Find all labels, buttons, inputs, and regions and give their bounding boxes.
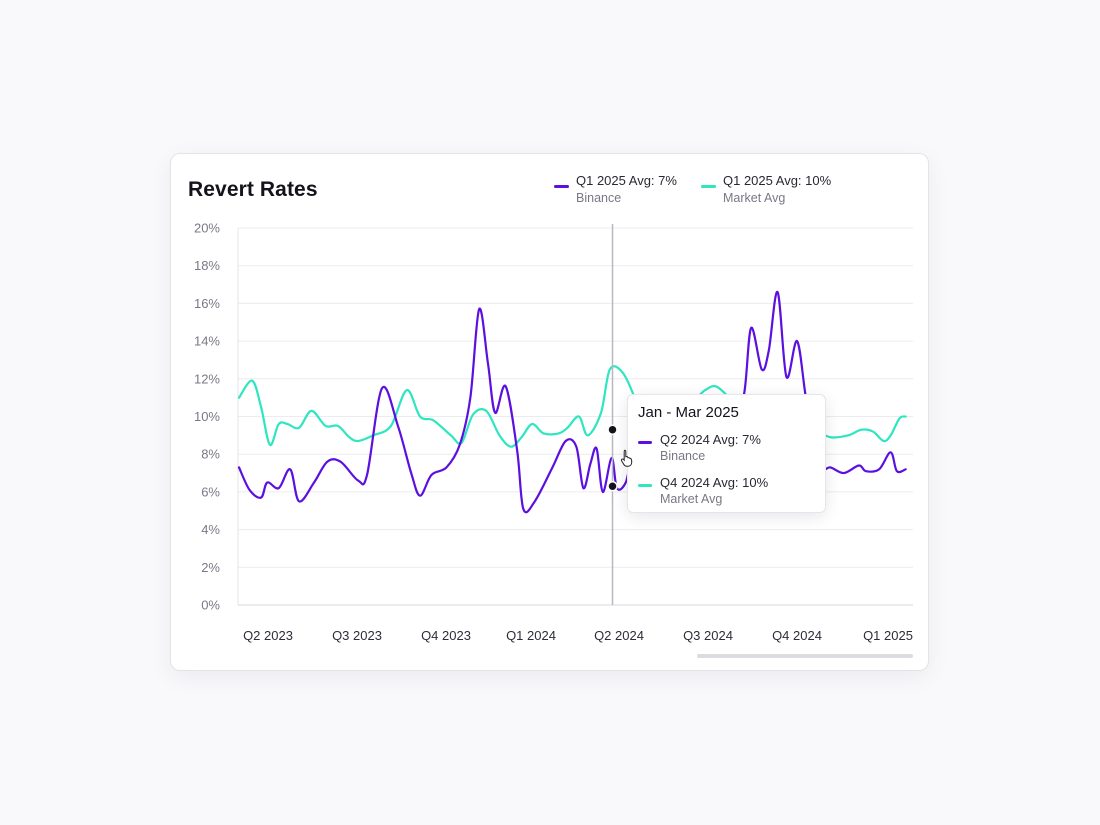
hover-tooltip: Jan - Mar 2025 Q2 2024 Avg: 7% Binance Q… <box>627 394 826 513</box>
legend-binance-avg: Q1 2025 Avg: 7% <box>576 173 677 188</box>
x-tick-label: Q1 2025 <box>863 628 913 643</box>
y-tick-label: 6% <box>201 484 220 499</box>
tooltip-binance-avg: Q2 2024 Avg: 7% <box>660 432 761 447</box>
hover-point-market-avg <box>607 424 618 435</box>
chart-title: Revert Rates <box>188 178 318 201</box>
legend-market-avg: Q1 2025 Avg: 10% <box>723 173 832 188</box>
x-tick-label: Q4 2024 <box>772 628 822 643</box>
y-tick-label: 8% <box>201 447 220 462</box>
tooltip-title: Jan - Mar 2025 <box>638 404 739 421</box>
y-tick-label: 0% <box>201 598 220 613</box>
x-tick-label: Q1 2024 <box>506 628 556 643</box>
legend-binance-name: Binance <box>576 191 622 205</box>
tooltip-swatch-market-avg <box>638 484 652 487</box>
legend-swatch-market-avg <box>701 185 716 188</box>
y-tick-label: 12% <box>194 371 220 386</box>
hover-point-binance <box>607 480 618 492</box>
y-tick-label: 14% <box>194 334 220 349</box>
legend-market-name: Market Avg <box>723 191 786 205</box>
x-tick-label: Q3 2024 <box>683 628 733 643</box>
tooltip-market-name: Market Avg <box>660 492 723 506</box>
x-tick-label: Q2 2023 <box>243 628 293 643</box>
y-tick-label: 18% <box>194 258 220 273</box>
horizontal-scrollbar[interactable] <box>697 654 913 658</box>
tooltip-market-avg: Q4 2024 Avg: 10% <box>660 475 769 490</box>
y-tick-label: 16% <box>194 296 220 311</box>
hand-pointer-icon <box>620 449 633 467</box>
series-line-binance <box>237 290 907 514</box>
legend-swatch-binance <box>554 185 569 188</box>
y-tick-label: 4% <box>201 522 220 537</box>
tooltip-binance-name: Binance <box>660 449 706 463</box>
x-tick-label: Q3 2023 <box>332 628 382 643</box>
revert-rates-card: Revert Rates Q1 2025 Avg: 7% Binance Q1 … <box>170 153 929 671</box>
y-tick-label: 10% <box>194 409 220 424</box>
tooltip-swatch-binance <box>638 441 652 444</box>
line-chart[interactable]: 0% 2% 4% 6% 8% 10% 12% 14% 16% 18% 20% Q2 2023 Q3 20… <box>171 154 928 670</box>
x-tick-label: Q2 2024 <box>594 628 644 643</box>
y-tick-label: 20% <box>194 221 220 236</box>
x-tick-label: Q4 2023 <box>421 628 471 643</box>
y-tick-label: 2% <box>201 560 220 575</box>
